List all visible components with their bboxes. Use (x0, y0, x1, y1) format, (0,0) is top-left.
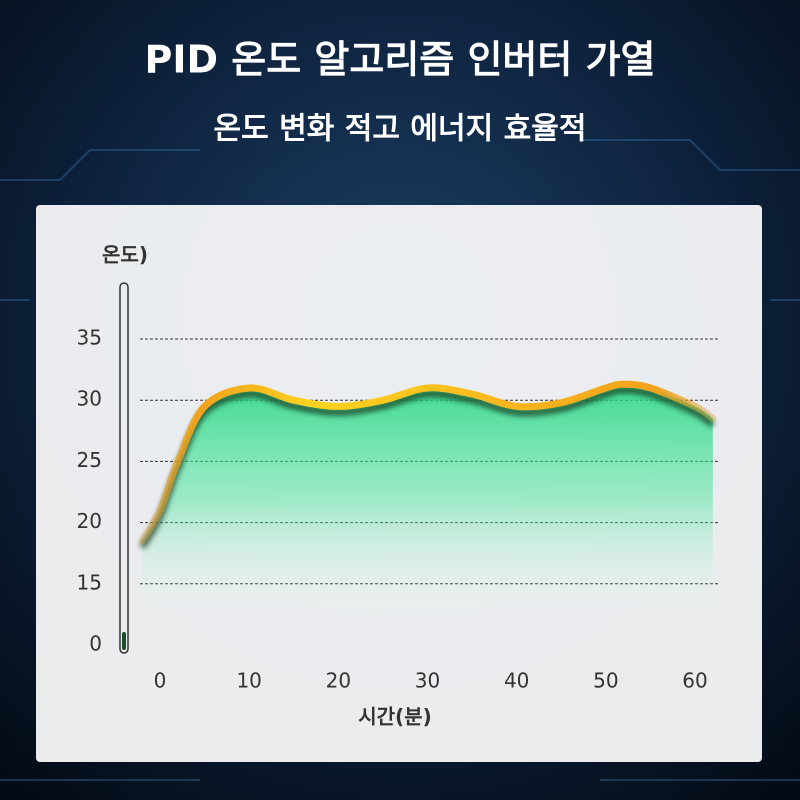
y-axis-label: 온도) (102, 243, 148, 267)
x-tick-label: 0 (154, 669, 167, 693)
y-tick-label: 25 (77, 448, 102, 472)
title: PID 온도 알고리즘 인버터 가열 (144, 38, 655, 82)
thermometer (119, 282, 129, 654)
x-tick-label: 10 (236, 669, 261, 693)
area (142, 384, 713, 620)
y-tick-label: 35 (77, 326, 102, 350)
x-axis-label: 시간(분) (358, 705, 431, 729)
x-tick-label: 20 (326, 669, 351, 693)
x-tick-label: 30 (415, 669, 440, 693)
y-tick-label: 0 (89, 632, 102, 656)
subtitle: 온도 변화 적고 에너지 효율적 (214, 112, 587, 147)
x-tick-label: 60 (682, 669, 707, 693)
line (138, 380, 717, 545)
y-tick-label: 30 (77, 387, 102, 411)
circuit-pattern (0, 139, 800, 781)
x-tick-label: 50 (593, 669, 618, 693)
y-tick-label: 15 (77, 570, 102, 594)
x-tick-label: 40 (504, 669, 529, 693)
thermometer-fill (122, 632, 126, 650)
plot: 0 15 20 25 30 35 0 10 20 30 40 50 60 (77, 326, 720, 693)
y-tick-label: 20 (77, 509, 102, 533)
